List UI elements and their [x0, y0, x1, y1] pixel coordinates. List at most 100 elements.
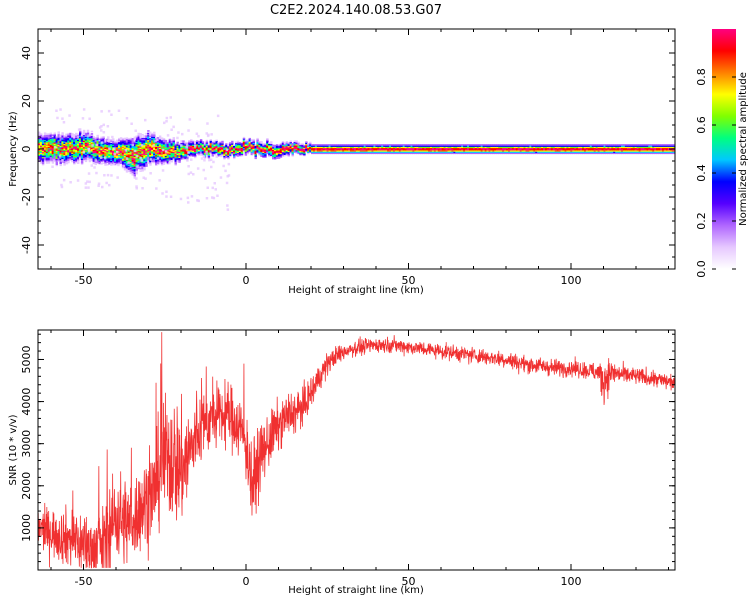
heatmap-cell [215, 151, 218, 154]
heatmap-cell [486, 151, 489, 153]
heatmap-cell [601, 144, 604, 146]
heatmap-cell [375, 150, 378, 152]
heatmap-cell [379, 146, 382, 149]
heatmap-cell [258, 142, 261, 144]
heatmap-cell [640, 146, 643, 149]
heatmap-speckle [196, 199, 199, 202]
heatmap-cell [603, 150, 606, 152]
heatmap-cell [51, 135, 55, 138]
heatmap-cell [504, 152, 507, 155]
heatmap-cell [428, 151, 431, 153]
x-tick-label: 100 [561, 575, 582, 588]
heatmap-cell [430, 152, 433, 155]
heatmap-cell [79, 145, 82, 147]
heatmap-cell [121, 151, 125, 153]
heatmap-cell [133, 147, 136, 149]
heatmap-cell [149, 149, 152, 152]
heatmap-cell [73, 142, 76, 145]
heatmap-cell [166, 162, 170, 165]
heatmap-cell [94, 151, 97, 154]
heatmap-cell [459, 152, 462, 155]
heatmap-cell [591, 147, 595, 150]
heatmap-cell [131, 164, 134, 166]
heatmap-cell [535, 146, 538, 149]
heatmap-cell [268, 144, 271, 147]
x-tick-label: -50 [75, 575, 93, 588]
heatmap-cell [619, 146, 622, 149]
heatmap-cell [671, 150, 675, 152]
heatmap-cell [258, 145, 261, 148]
heatmap-cell [153, 161, 156, 164]
heatmap-cell [535, 145, 538, 147]
heatmap-cell [301, 154, 304, 156]
heatmap-cell [92, 142, 95, 144]
heatmap-cell [213, 140, 216, 143]
heatmap-cell [129, 147, 133, 149]
heatmap-cell [112, 143, 115, 145]
heatmap-cell [40, 135, 43, 138]
heatmap-cell [467, 144, 470, 146]
heatmap-cell [133, 160, 136, 162]
heatmap-cell [301, 150, 304, 153]
heatmap-cell [558, 144, 561, 146]
heatmap-cell [67, 146, 70, 148]
heatmap-cell [59, 141, 62, 144]
heatmap-speckle [144, 118, 147, 122]
heatmap-cell [176, 153, 179, 156]
heatmap-cell [630, 145, 634, 147]
heatmap-cell [589, 146, 593, 149]
heatmap-cell [246, 140, 250, 143]
heatmap-cell [379, 150, 382, 152]
heatmap-cell [369, 146, 372, 149]
heatmap-cell [256, 139, 259, 141]
heatmap-cell [63, 161, 66, 164]
heatmap-cell [127, 164, 131, 167]
heatmap-cell [96, 158, 99, 161]
heatmap-cell [67, 148, 70, 151]
heatmap-cell [77, 143, 80, 145]
heatmap-cell [669, 150, 673, 152]
heatmap-cell [439, 152, 443, 155]
heatmap-cell [301, 151, 304, 154]
heatmap-speckle [61, 117, 64, 120]
heatmap-cell [385, 148, 388, 151]
heatmap-cell [636, 145, 639, 147]
heatmap-cell [658, 150, 661, 152]
heatmap-cell [572, 148, 575, 151]
heatmap-cell [344, 150, 347, 152]
heatmap-cell [433, 152, 437, 155]
heatmap-cell [546, 151, 550, 153]
heatmap-cell [69, 156, 72, 159]
heatmap-cell [41, 150, 45, 153]
heatmap-cell [139, 148, 142, 151]
heatmap-cell [71, 151, 74, 153]
heatmap-cell [634, 151, 638, 153]
heatmap-cell [437, 151, 441, 153]
heatmap-cell [484, 151, 487, 153]
heatmap-cell [502, 145, 505, 147]
heatmap-cell [139, 147, 142, 150]
heatmap-cell [127, 151, 131, 153]
heatmap-cell [209, 152, 212, 154]
heatmap-cell [47, 162, 51, 164]
heatmap-cell [340, 152, 343, 155]
heatmap-cell [582, 147, 585, 150]
heatmap-cell [67, 138, 70, 141]
heatmap-cell [318, 144, 322, 146]
heatmap-cell [125, 163, 129, 166]
heatmap-cell [272, 156, 275, 159]
heatmap-cell [424, 150, 427, 152]
heatmap-cell [268, 145, 271, 148]
heatmap-cell [465, 146, 468, 149]
heatmap-cell [55, 158, 58, 161]
heatmap-cell [221, 151, 224, 154]
heatmap-cell [244, 151, 248, 154]
heatmap-cell [90, 135, 94, 138]
heatmap-cell [75, 134, 78, 136]
heatmap-cell [662, 152, 665, 155]
heatmap-cell [517, 146, 521, 149]
heatmap-cell [309, 150, 312, 152]
heatmap-cell [509, 150, 513, 152]
heatmap-speckle [152, 144, 155, 147]
heatmap-cell [650, 144, 653, 146]
